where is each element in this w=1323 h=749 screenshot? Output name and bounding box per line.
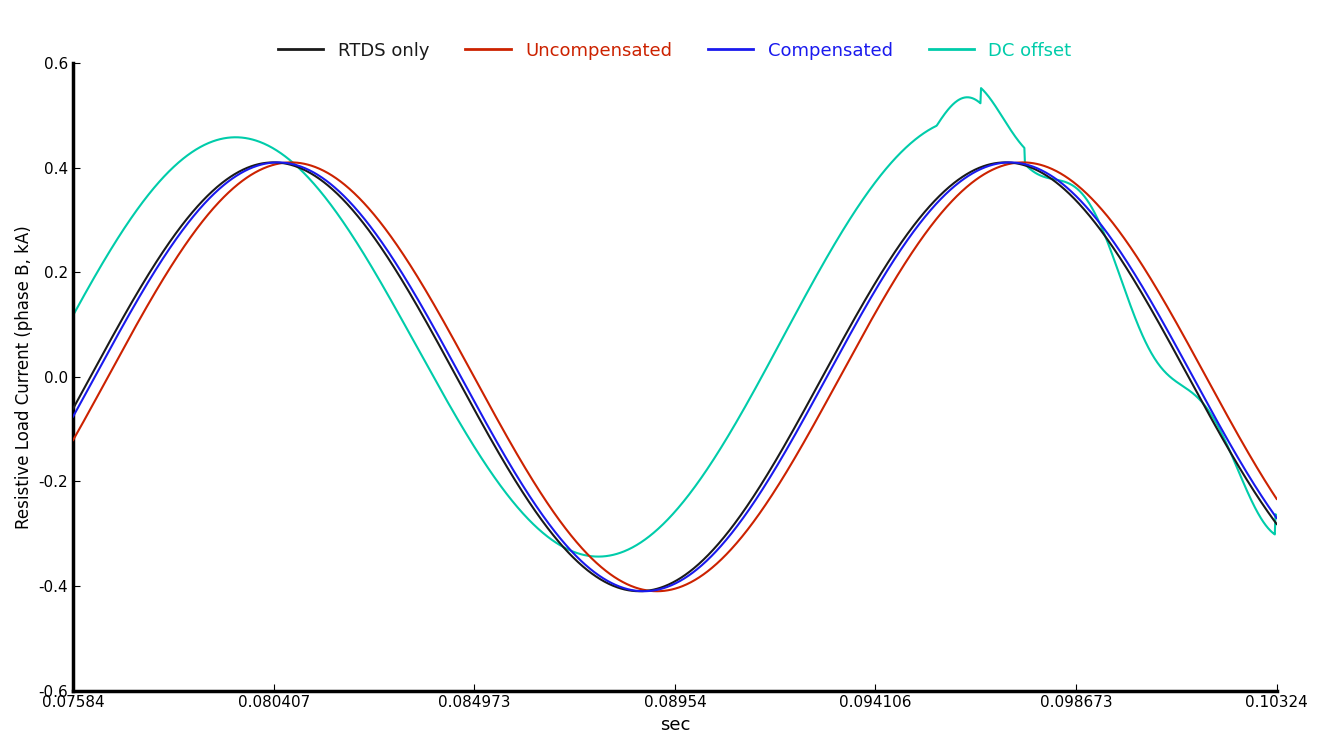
X-axis label: sec: sec (660, 716, 691, 734)
Y-axis label: Resistive Load Current (phase B, kA): Resistive Load Current (phase B, kA) (15, 225, 33, 529)
Legend: RTDS only, Uncompensated, Compensated, DC offset: RTDS only, Uncompensated, Compensated, D… (271, 34, 1078, 67)
